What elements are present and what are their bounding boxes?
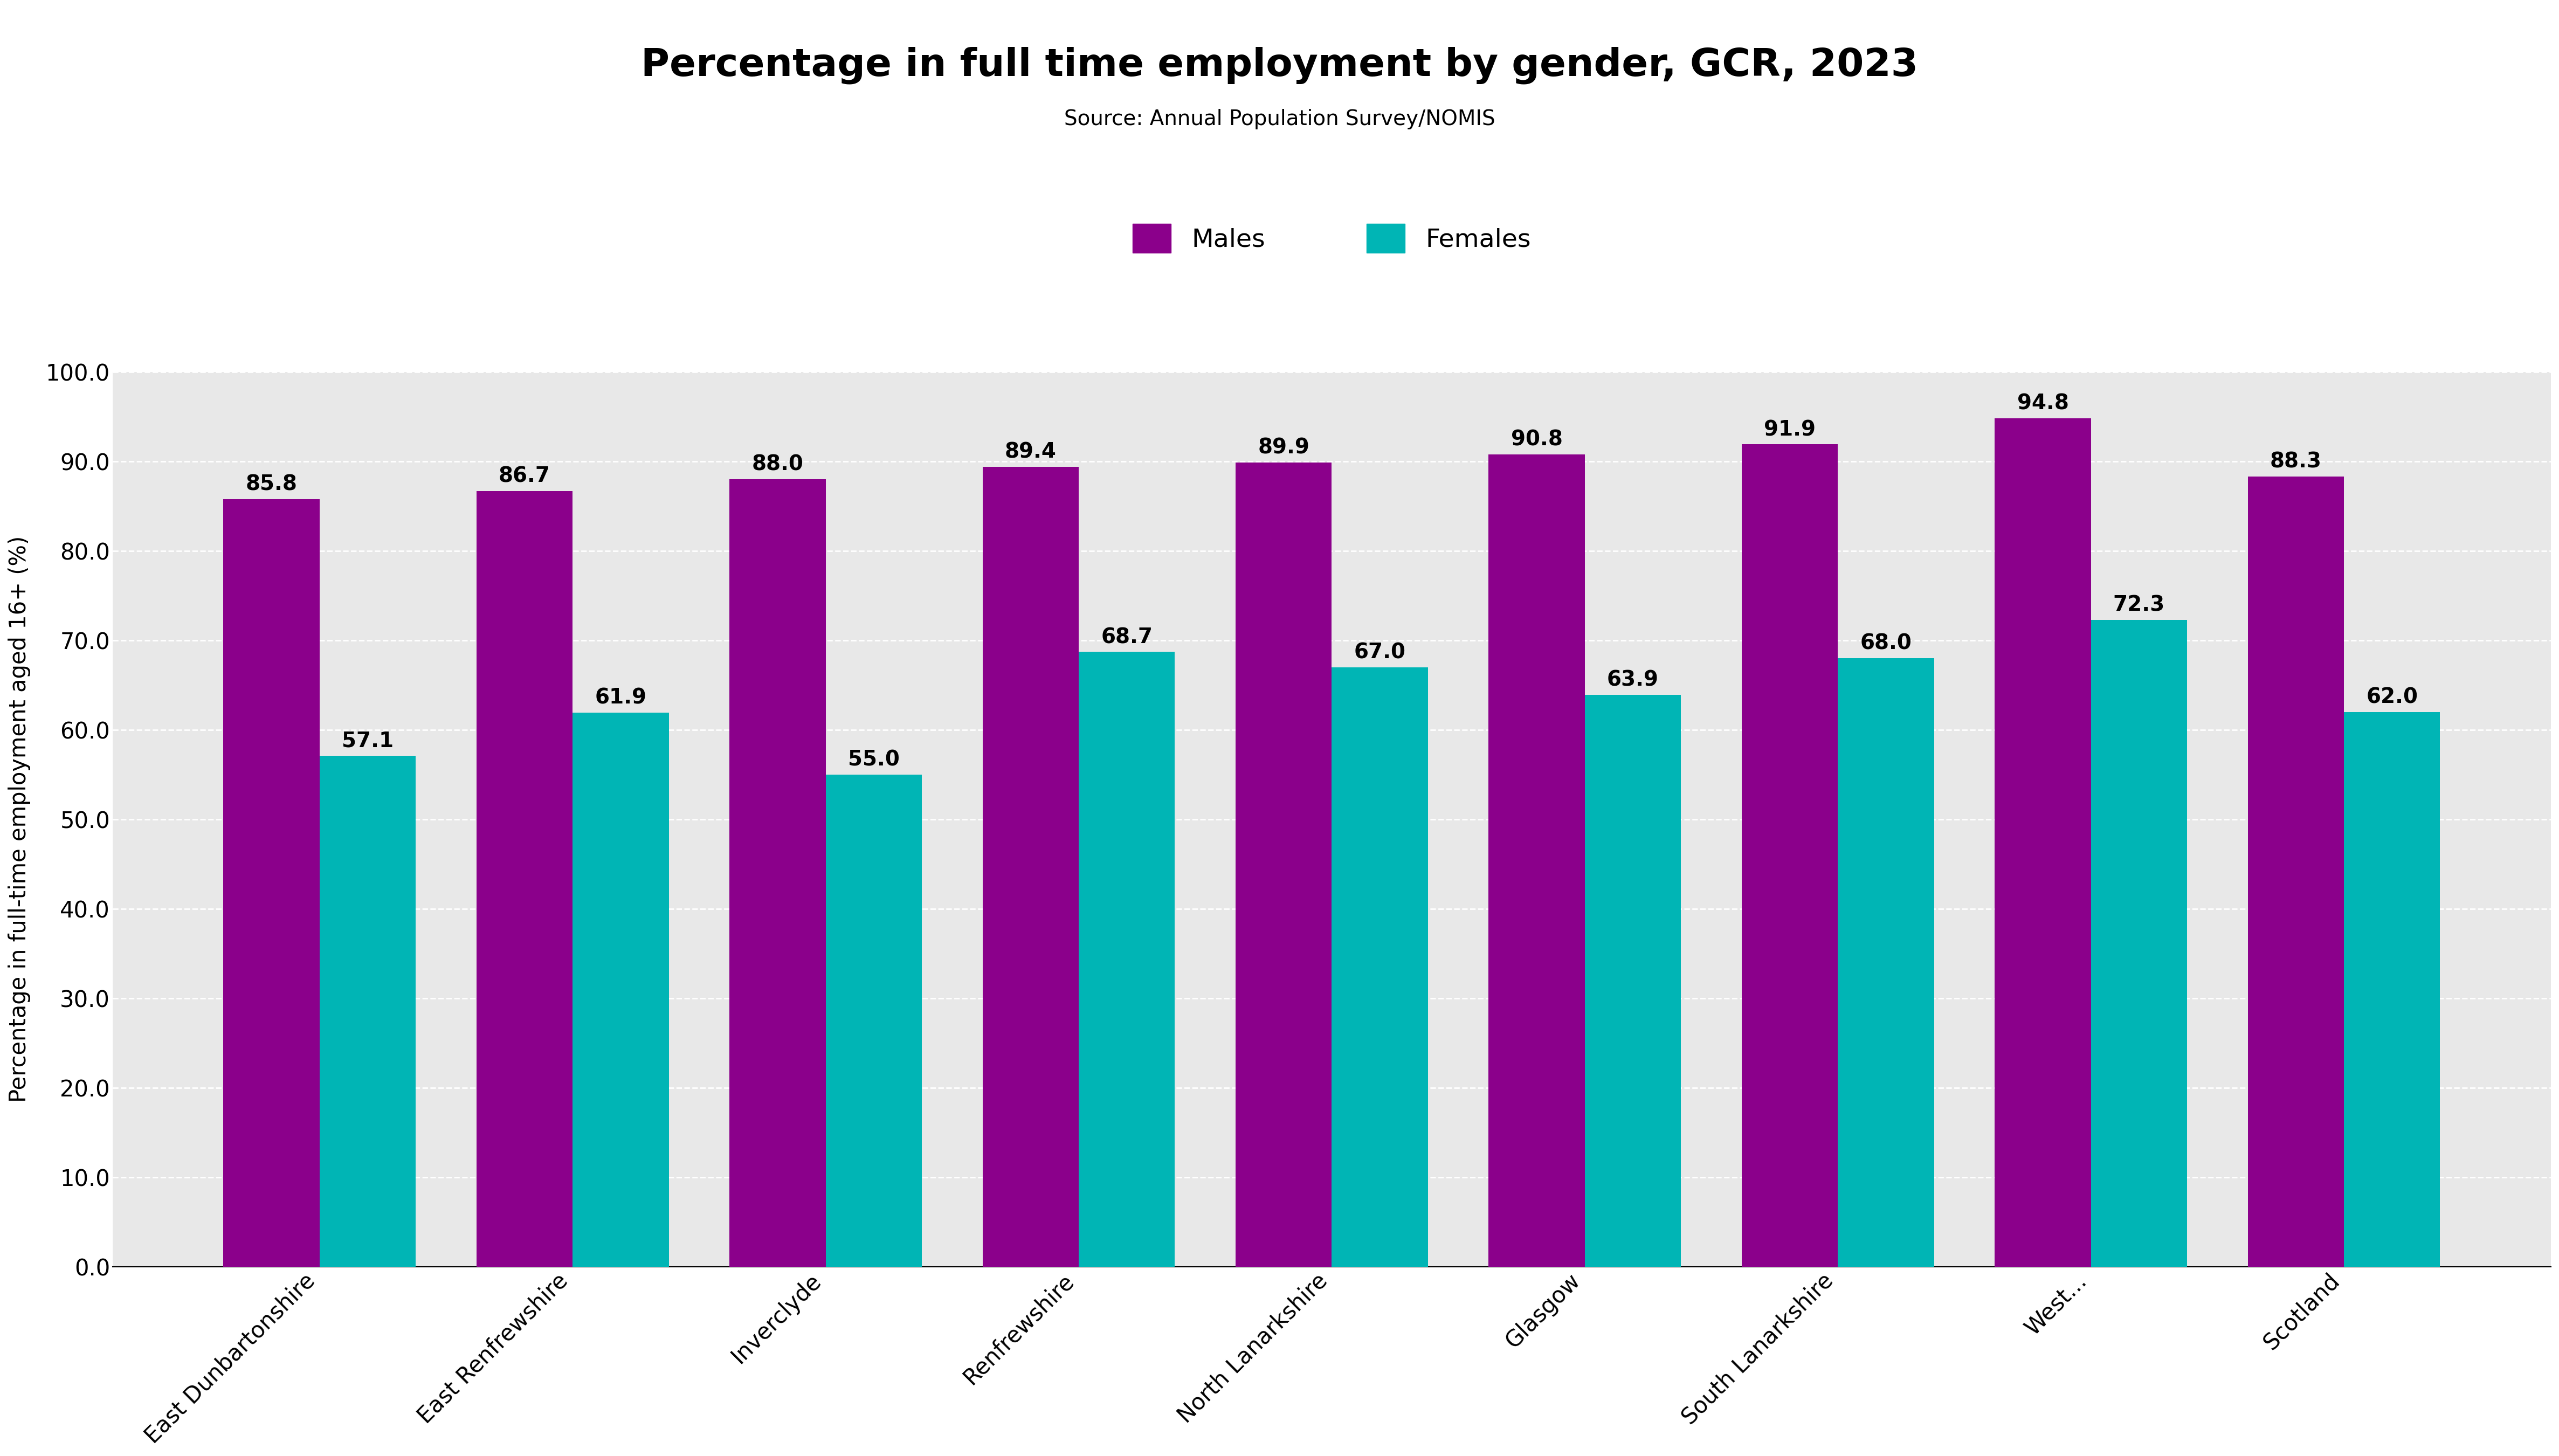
Text: 86.7: 86.7 bbox=[499, 466, 550, 486]
Bar bbox=[573, 713, 668, 1267]
Text: 85.8: 85.8 bbox=[246, 475, 297, 495]
Text: 57.1: 57.1 bbox=[343, 731, 394, 751]
Y-axis label: Percentage in full-time employment aged 16+ (%): Percentage in full-time employment aged … bbox=[8, 536, 31, 1102]
Text: 88.3: 88.3 bbox=[2270, 451, 2321, 472]
Text: 61.9: 61.9 bbox=[594, 687, 647, 708]
Bar bbox=[729, 479, 827, 1267]
Bar bbox=[1743, 444, 1837, 1267]
Text: 63.9: 63.9 bbox=[1607, 670, 1658, 690]
Text: 91.9: 91.9 bbox=[1763, 419, 1817, 440]
Bar bbox=[2091, 620, 2188, 1267]
Bar bbox=[1584, 695, 1681, 1267]
Bar bbox=[1236, 462, 1331, 1267]
Text: 68.7: 68.7 bbox=[1100, 628, 1152, 648]
Text: 89.9: 89.9 bbox=[1259, 437, 1310, 457]
Bar bbox=[1489, 454, 1584, 1267]
Text: 68.0: 68.0 bbox=[1860, 633, 1912, 654]
Bar bbox=[223, 499, 320, 1267]
Bar bbox=[983, 467, 1080, 1267]
Text: 89.4: 89.4 bbox=[1006, 441, 1057, 462]
Text: 62.0: 62.0 bbox=[2367, 687, 2418, 708]
Text: 55.0: 55.0 bbox=[847, 750, 901, 770]
Bar bbox=[1993, 418, 2091, 1267]
Text: Percentage in full time employment by gender, GCR, 2023: Percentage in full time employment by ge… bbox=[640, 47, 1919, 84]
Legend: Males, Females: Males, Females bbox=[1134, 224, 1530, 253]
Bar bbox=[1080, 652, 1175, 1267]
Bar bbox=[2247, 476, 2344, 1267]
Bar bbox=[476, 491, 573, 1267]
Bar bbox=[2344, 712, 2441, 1267]
Text: 67.0: 67.0 bbox=[1354, 642, 1405, 662]
Bar bbox=[827, 775, 921, 1267]
Text: 94.8: 94.8 bbox=[2016, 393, 2068, 414]
Text: 72.3: 72.3 bbox=[2114, 594, 2165, 616]
Text: 90.8: 90.8 bbox=[1510, 430, 1564, 450]
Bar bbox=[320, 756, 415, 1267]
Text: Source: Annual Population Survey/NOMIS: Source: Annual Population Survey/NOMIS bbox=[1065, 109, 1494, 130]
Bar bbox=[1331, 667, 1428, 1267]
Text: 88.0: 88.0 bbox=[752, 454, 804, 475]
Bar bbox=[1837, 658, 1935, 1267]
